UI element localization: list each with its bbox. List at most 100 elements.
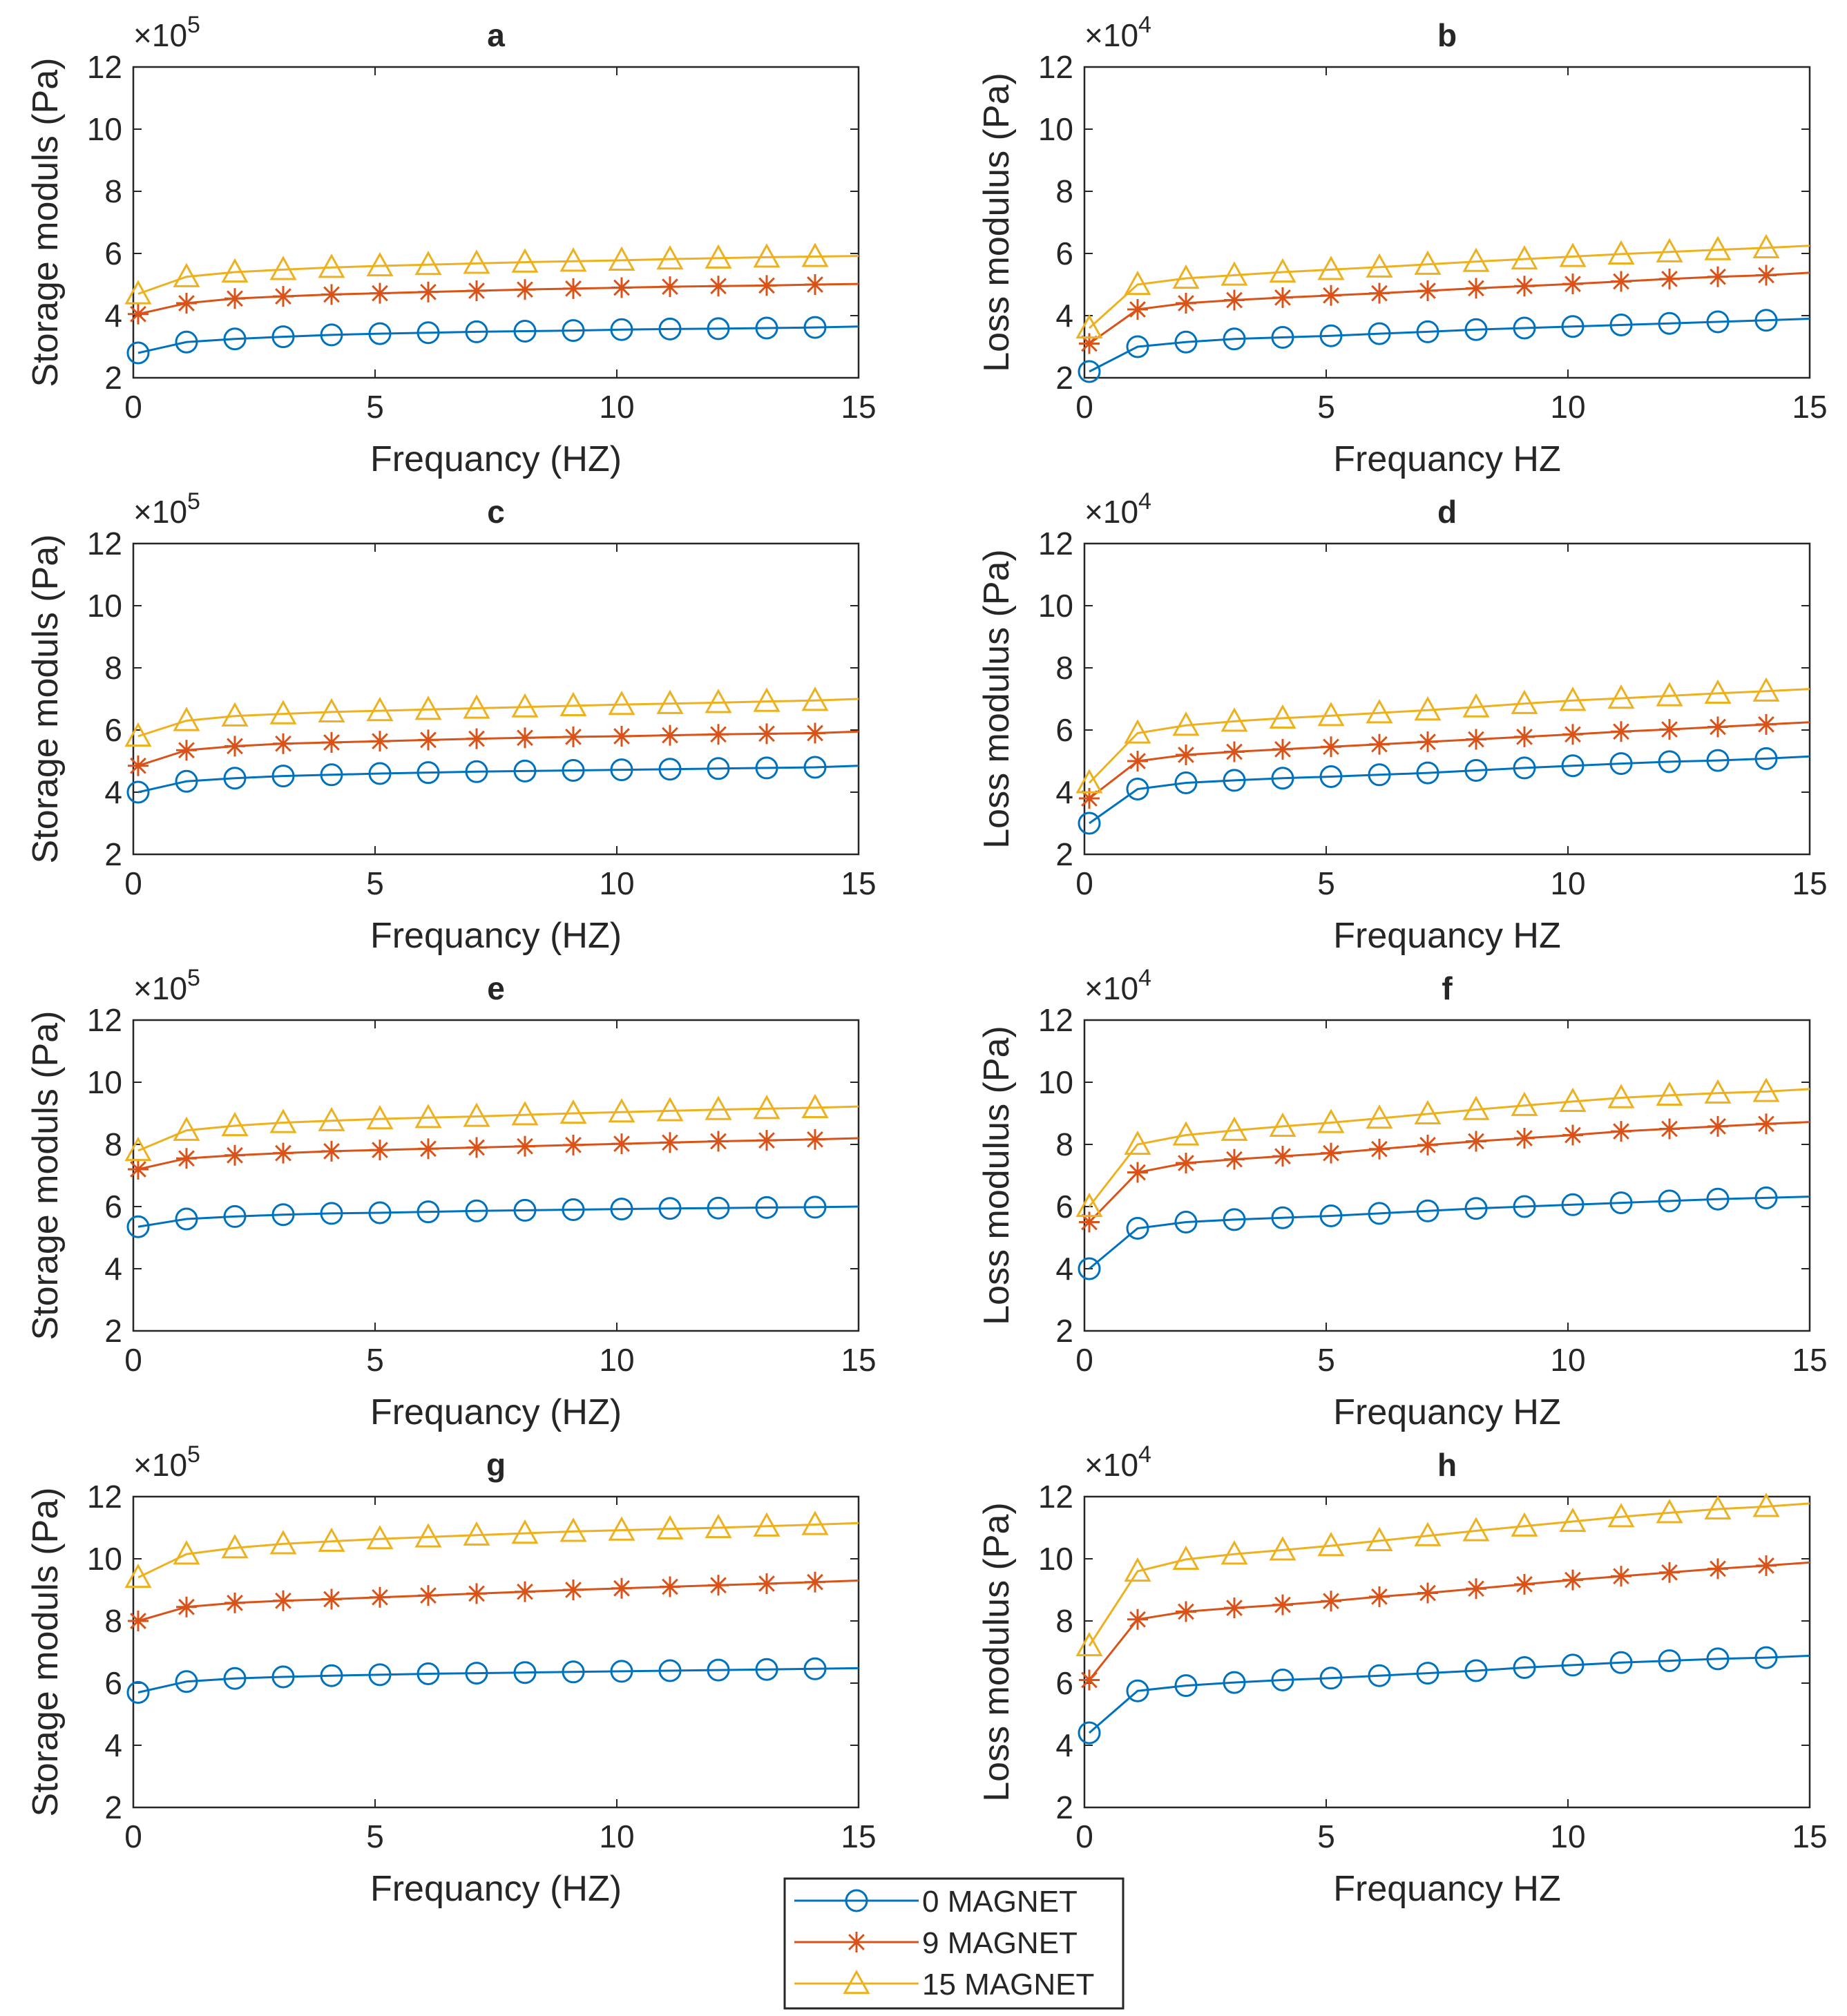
data-point: [173, 1116, 200, 1141]
data-point: [414, 695, 442, 720]
data-point: [708, 724, 729, 745]
data-point: [1271, 1206, 1294, 1229]
series-9-magnet: [1079, 713, 1810, 809]
series-line: [137, 1205, 859, 1228]
data-point: [1272, 1594, 1293, 1615]
x-tick-label: 0: [1075, 1342, 1093, 1378]
series-0-magnet: [1078, 1186, 1810, 1280]
data-point: [366, 1525, 394, 1550]
data-point: [1611, 721, 1631, 742]
y-multiplier: ×10: [1084, 1447, 1138, 1483]
data-point: [559, 1517, 587, 1542]
series-line: [1088, 1561, 1810, 1681]
data-point: [1756, 1113, 1777, 1135]
data-point: [1174, 1211, 1198, 1233]
data-point: [273, 286, 294, 307]
data-point: [271, 325, 295, 349]
series-0-magnet: [126, 1196, 859, 1238]
data-point: [1707, 1558, 1728, 1580]
x-tick-label: 10: [599, 865, 634, 901]
x-tick-label: 5: [366, 1342, 384, 1378]
x-tick-label: 5: [1317, 389, 1335, 425]
data-point: [660, 276, 680, 298]
data-point: [175, 769, 198, 793]
data-point: [803, 1196, 827, 1219]
data-point: [273, 733, 294, 754]
data-point: [465, 320, 488, 343]
data-point: [1464, 318, 1488, 341]
data-point: [1124, 1130, 1151, 1155]
y-tick-label: 10: [87, 1064, 122, 1100]
data-point: [128, 303, 149, 325]
series-line: [137, 698, 859, 738]
data-point: [803, 316, 827, 339]
y-tick-label: 4: [1055, 1251, 1073, 1287]
data-point: [801, 1093, 829, 1118]
data-point: [1176, 1601, 1196, 1622]
data-point: [755, 756, 778, 780]
data-point: [608, 1516, 635, 1541]
x-axis-label: Frequancy (HZ): [370, 1869, 622, 1909]
y-tick-label: 10: [1038, 1064, 1073, 1100]
series-9-magnet: [1079, 1113, 1810, 1233]
data-point: [1176, 745, 1196, 765]
data-point: [1659, 719, 1680, 740]
y-tick-label: 2: [1055, 1789, 1073, 1825]
y-tick-label: 6: [104, 1665, 122, 1701]
data-point: [1417, 1134, 1438, 1155]
x-tick-label: 0: [1075, 1818, 1093, 1854]
data-point: [562, 759, 585, 782]
y-exponent-label: ×105: [133, 965, 200, 1006]
data-point: [1126, 1679, 1149, 1702]
data-point: [656, 1097, 684, 1122]
data-point: [1658, 311, 1681, 335]
x-tick-label: 10: [1550, 865, 1585, 901]
data-point: [320, 1664, 343, 1687]
data-point: [1078, 360, 1101, 383]
data-point: [1417, 1582, 1438, 1604]
data-point: [656, 1515, 684, 1539]
data-point: [1224, 741, 1245, 762]
series-9-magnet: [128, 1571, 859, 1631]
data-point: [1514, 1573, 1535, 1595]
data-point: [801, 687, 829, 711]
data-point: [126, 1215, 150, 1238]
data-point: [223, 1667, 247, 1690]
data-point: [368, 1663, 392, 1687]
data-point: [1075, 769, 1103, 794]
data-point: [1466, 278, 1486, 299]
data-point: [705, 244, 732, 269]
data-point: [660, 1132, 680, 1153]
data-point: [513, 1661, 537, 1684]
data-point: [1368, 763, 1391, 787]
y-exponent: 4: [1138, 488, 1151, 515]
data-point: [1416, 761, 1439, 785]
y-tick-label: 2: [104, 1789, 122, 1825]
data-point: [1754, 747, 1778, 770]
data-point: [370, 282, 390, 304]
data-point: [126, 1681, 150, 1704]
y-tick-label: 10: [1038, 588, 1073, 624]
data-point: [1607, 1084, 1635, 1108]
data-point: [128, 755, 149, 776]
data-point: [1078, 812, 1101, 835]
data-point: [611, 1577, 632, 1599]
data-point: [1224, 1149, 1245, 1170]
x-tick-label: 0: [124, 1342, 142, 1378]
data-point: [608, 691, 635, 716]
data-point: [269, 1530, 297, 1555]
data-point: [1223, 769, 1246, 792]
y-exponent-label: ×104: [1084, 1441, 1151, 1483]
data-point: [1464, 1197, 1488, 1220]
data-point: [1414, 250, 1442, 275]
data-point: [515, 1135, 535, 1157]
data-point: [414, 1523, 442, 1548]
x-tick-label: 15: [841, 1342, 876, 1378]
data-point: [1079, 788, 1100, 809]
panel-title: h: [1437, 1447, 1457, 1483]
data-point: [1656, 1081, 1683, 1106]
data-point: [1514, 276, 1535, 297]
